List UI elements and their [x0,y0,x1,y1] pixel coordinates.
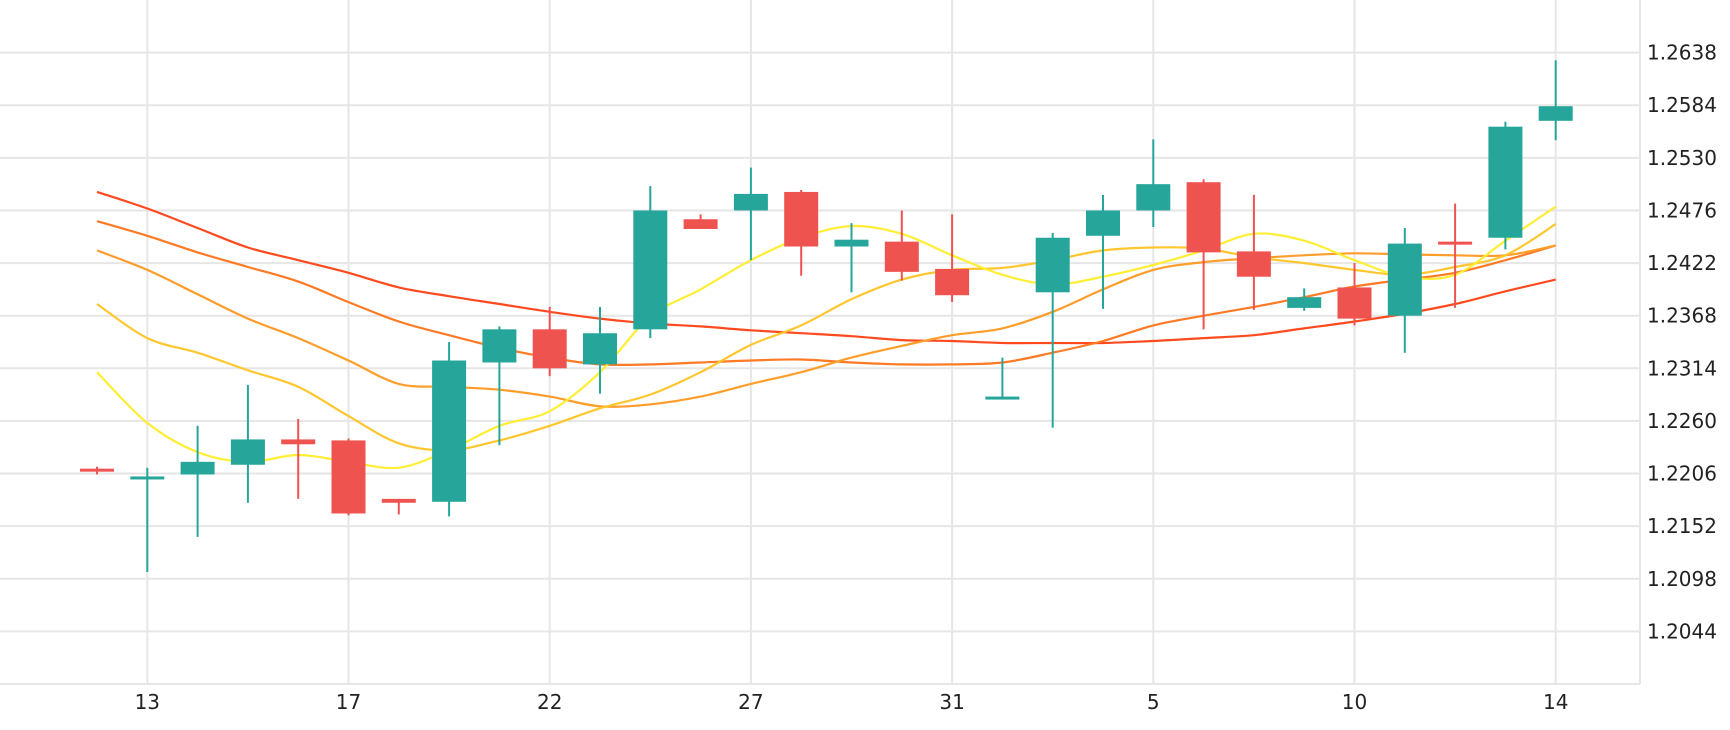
candle-body [1236,251,1271,277]
candle [633,186,668,339]
candle-body [1387,243,1422,316]
candle-body [230,439,265,465]
candle-body [1186,182,1221,253]
candle-body [784,191,819,247]
candle-body [1086,210,1120,236]
candle [1337,263,1372,326]
candle-body [1538,106,1573,121]
moving-average-line [96,223,1557,452]
x-tick-label: 31 [939,690,964,714]
y-tick-label: 1.2476 [1647,198,1717,222]
candle-body [884,241,919,272]
x-axis: 13 17 22 27 31 5 10 14 [135,690,1569,714]
candle-body [281,439,316,445]
candle-body [1035,237,1070,293]
x-tick-label: 27 [738,690,763,714]
moving-average-line [96,220,1557,367]
candle [1136,139,1171,228]
y-axis: 1.2638 1.2584 1.2530 1.2476 1.2422 1.2368 1.23… [1647,41,1717,644]
candle [331,438,366,516]
y-tick-label: 1.2206 [1647,462,1717,486]
candle [834,223,869,293]
candle [281,418,316,499]
candle-body [834,239,869,247]
moving-average-lines [96,190,1557,470]
candle [1186,179,1221,330]
candle-body [1136,184,1171,211]
x-tick-label: 17 [336,690,361,714]
candle-body [985,396,1020,400]
candle [683,214,718,229]
y-tick-label: 1.2584 [1647,93,1717,117]
candle-body [1287,297,1322,308]
candle [784,190,819,276]
moving-average-line [96,205,1557,470]
candle-body [381,498,416,503]
y-tick-label: 1.2044 [1647,619,1717,643]
candle [1035,232,1070,428]
candle-body [432,360,467,502]
x-tick-label: 13 [135,690,160,714]
y-tick-label: 1.2152 [1647,514,1717,538]
y-tick-label: 1.2314 [1647,356,1717,380]
x-tick-label: 14 [1543,690,1568,714]
candle [532,306,567,377]
candle-body [583,333,617,365]
y-tick-label: 1.2530 [1647,146,1717,170]
candle [1538,60,1573,141]
candle-body [130,476,165,480]
candle [884,210,919,281]
candle-body [935,268,970,296]
candle [482,326,517,446]
candle [1287,288,1322,311]
candle-body [1488,126,1523,238]
x-tick-label: 5 [1147,690,1160,714]
candle [1236,194,1271,310]
candle [583,306,617,394]
y-tick-label: 1.2260 [1647,409,1717,433]
moving-average-line [96,190,1556,345]
candle [381,498,416,515]
candle [1387,228,1422,353]
candle [1438,203,1473,308]
candle-body [1337,287,1372,319]
y-tick-label: 1.2098 [1647,567,1717,591]
y-tick-label: 1.2638 [1647,41,1717,65]
candle [985,357,1020,400]
candle-body [482,329,517,363]
grid [0,0,1641,685]
candle-body [633,210,668,330]
candle-body [733,193,768,211]
candles [80,60,1573,572]
candle [432,342,467,517]
candle [733,167,768,261]
candle-body [683,219,718,229]
candle-body [532,329,567,369]
candle-body [80,468,114,472]
x-tick-label: 10 [1342,690,1367,714]
candle [180,425,215,537]
candle [935,214,970,303]
candle [1488,121,1523,250]
moving-average-line [96,244,1556,408]
candle [1086,194,1120,309]
candle [80,466,114,475]
y-tick-label: 1.2368 [1647,304,1717,328]
candle [230,384,265,503]
y-tick-label: 1.2422 [1647,251,1717,275]
candle [130,467,165,572]
candle-body [180,461,215,475]
x-tick-label: 22 [537,690,562,714]
candle-body [1438,241,1473,245]
candle-body [331,440,366,514]
